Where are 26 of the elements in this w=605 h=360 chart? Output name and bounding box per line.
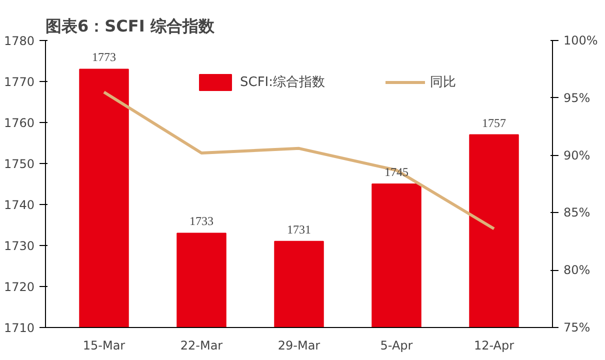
y-tick-label: 1750 [4, 157, 35, 171]
y2-tick-label: 85% [564, 206, 590, 220]
y-tick-label: 1710 [4, 321, 35, 335]
y-tick-label: 1760 [4, 116, 35, 130]
x-tick-label: 29-Mar [278, 338, 320, 352]
x-tick-label: 5-Apr [380, 338, 413, 352]
y-tick-label: 1770 [4, 75, 35, 89]
y-tick-label: 1780 [4, 34, 35, 48]
y2-tick-label: 100% [564, 34, 598, 48]
y-tick-label: 1740 [4, 198, 35, 212]
x-tick-label: 12-Apr [474, 338, 514, 352]
y-tick-label: 1730 [4, 239, 35, 253]
legend-label: SCFI:综合指数 [240, 74, 326, 91]
text: 1773 [92, 50, 116, 64]
chart-title: 图表6：SCFI 综合指数 [46, 16, 216, 36]
text: 1757 [482, 116, 506, 130]
y2-tick-label: 75% [564, 320, 590, 334]
text: 1733 [190, 214, 214, 228]
legend-label: 同比 [430, 74, 456, 91]
y-tick-label: 1720 [4, 280, 35, 294]
x-tick-label: 22-Mar [180, 338, 223, 352]
x-tick-label: 15-Mar [82, 338, 126, 352]
text: 1731 [287, 222, 311, 236]
y2-tick-label: 95% [564, 90, 590, 105]
y2-tick-label: 80% [564, 263, 590, 278]
y2-tick-label: 90% [564, 148, 590, 162]
